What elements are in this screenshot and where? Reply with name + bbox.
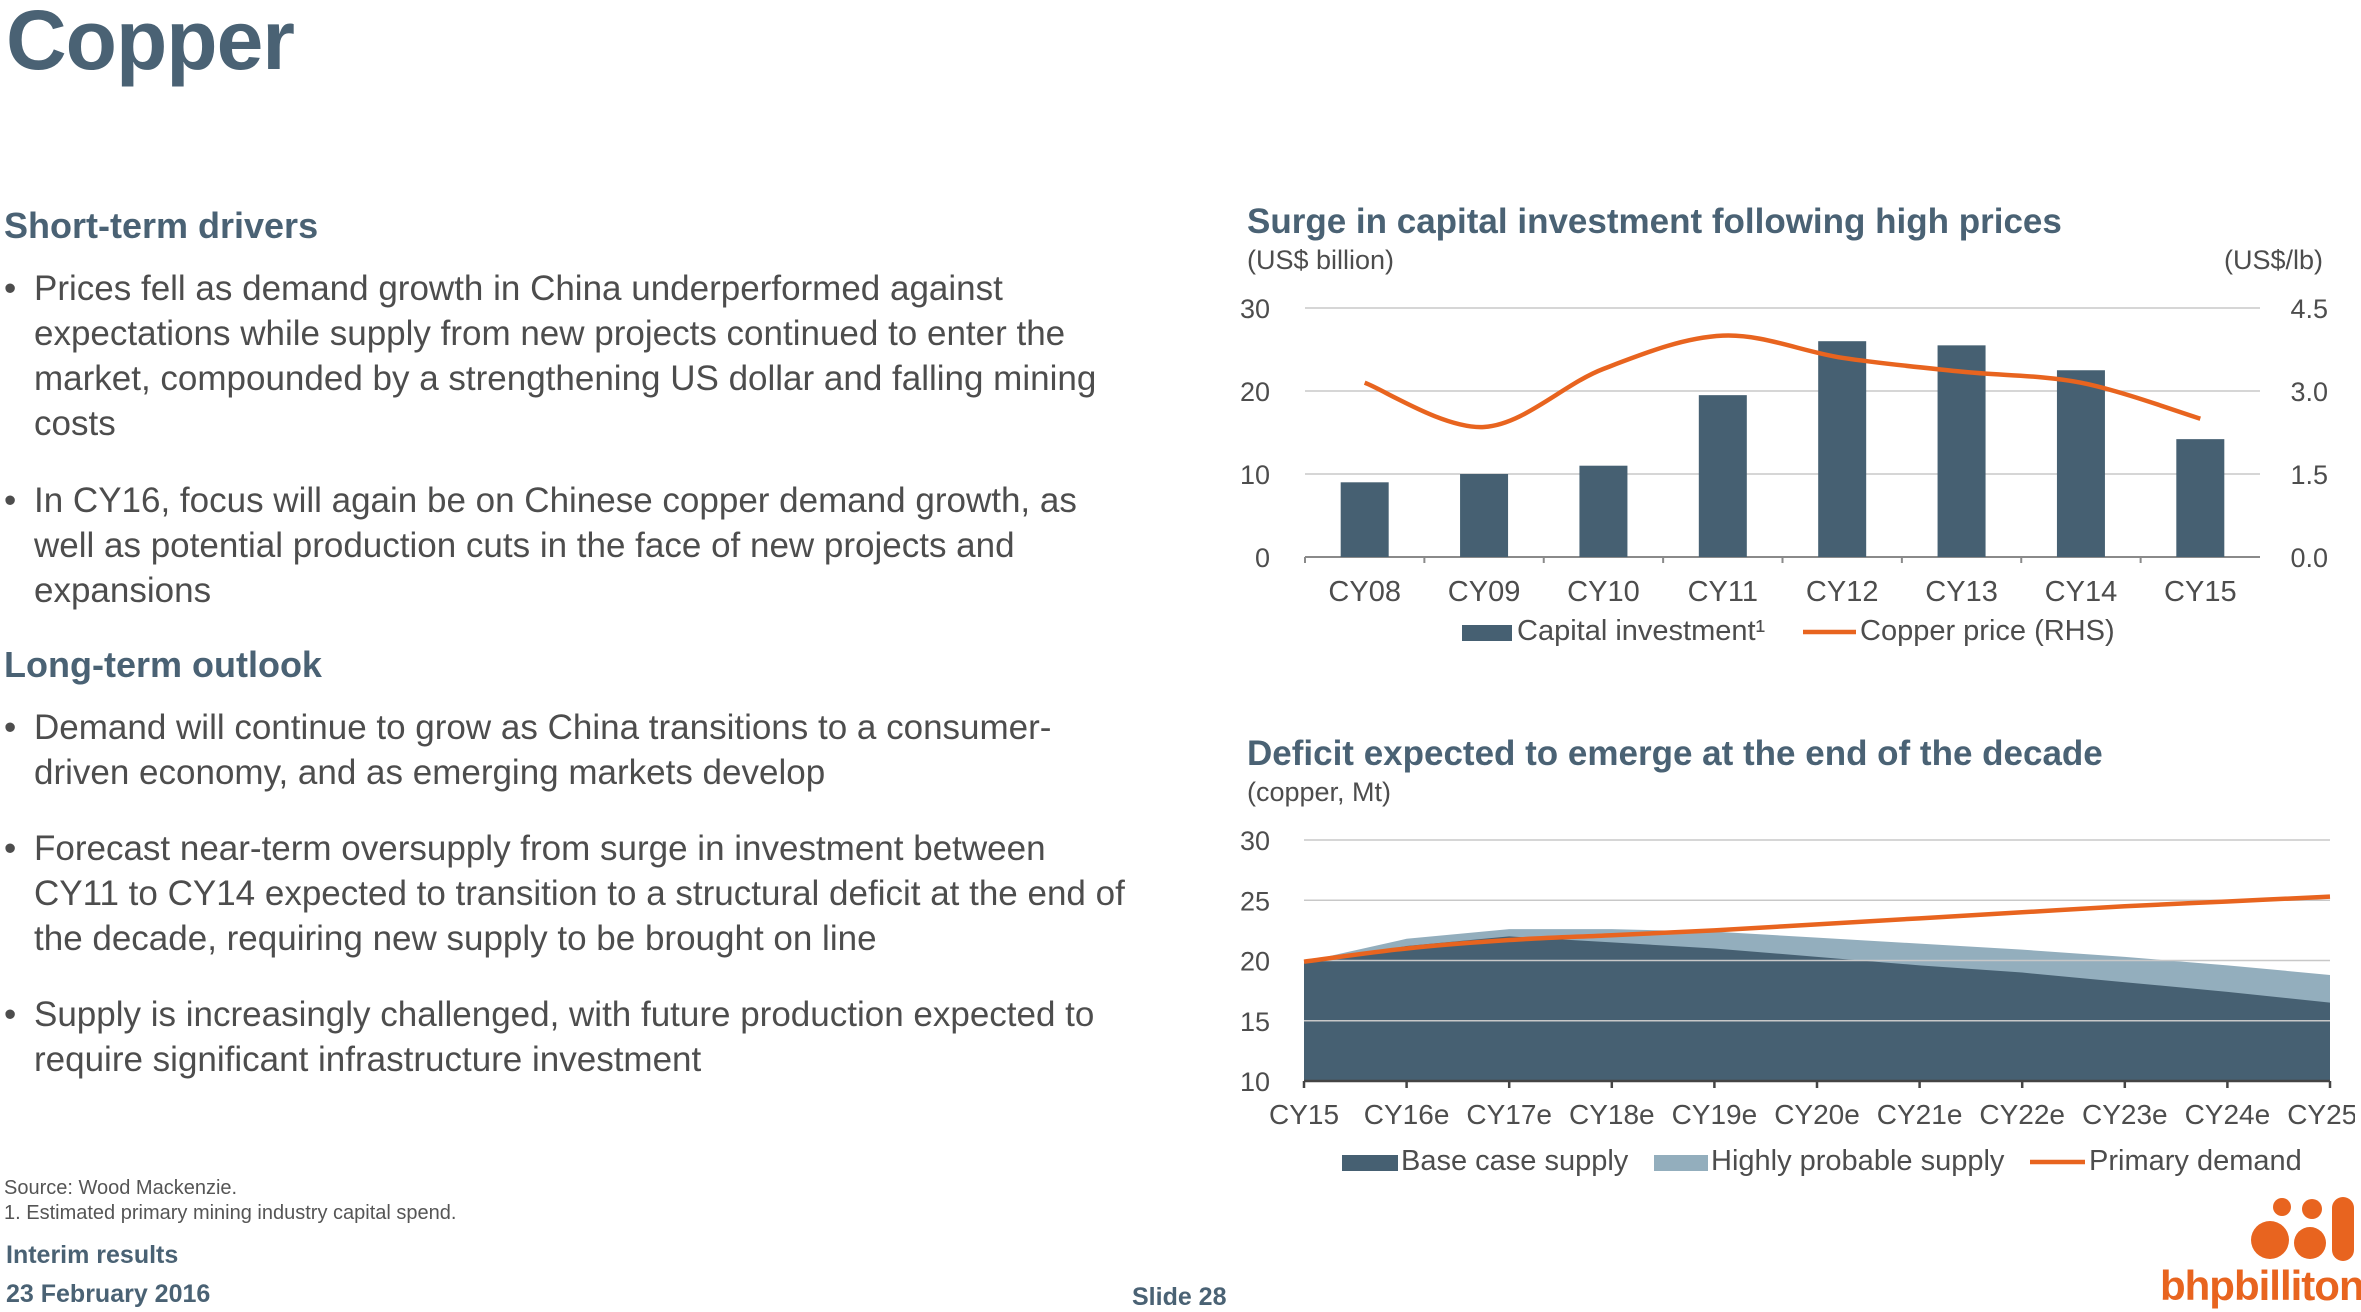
capital-investment-chart: 0 10 20 30 0.0 1.5 3.0 4.5 CY08 CY09 CY10 CY11 CY12 C… bbox=[1240, 294, 2328, 647]
copper-price-line bbox=[1363, 333, 2201, 430]
x-tick-label: CY12 bbox=[1806, 576, 1879, 608]
x-tick-label: CY23e bbox=[2082, 1099, 2168, 1130]
bullet-text: Prices fell as demand growth in China un… bbox=[34, 269, 1097, 443]
chart2-title: Deficit expected to emerge at the end of… bbox=[1247, 734, 2103, 773]
y-tick-label: 15 bbox=[1240, 1007, 1270, 1037]
bullet-dot: • bbox=[4, 708, 17, 747]
bullet-text: Demand will continue to grow as China tr… bbox=[34, 708, 1052, 792]
legend-label: Copper price (RHS) bbox=[1860, 615, 2115, 647]
bullet-dot: • bbox=[4, 829, 17, 868]
supply-demand-chart: 10 15 20 25 30 CY15 CY16e CY17e CY18e CY19e CY20e C… bbox=[1240, 826, 2355, 1177]
bar bbox=[2056, 370, 2105, 557]
y-tick-label-right: 4.5 bbox=[2290, 294, 2328, 324]
bullet-text: Supply is increasingly challenged, with … bbox=[34, 995, 1095, 1079]
chart2-unit: (copper, Mt) bbox=[1247, 777, 1392, 807]
x-tick-label: CY15 bbox=[1269, 1099, 1339, 1130]
legend-swatch-base bbox=[1342, 1155, 1398, 1171]
legend-label: Capital investment¹ bbox=[1517, 615, 1766, 647]
logo-text: bhpbilliton bbox=[2160, 1262, 2361, 1309]
x-tick-label: CY20e bbox=[1774, 1099, 1860, 1130]
footer-date: 23 February 2016 bbox=[6, 1280, 211, 1308]
y-tick-label-right: 0.0 bbox=[2290, 543, 2328, 573]
primary-demand-line bbox=[1303, 894, 2331, 964]
legend-label: Highly probable supply bbox=[1711, 1145, 2005, 1177]
logo-bar bbox=[2332, 1197, 2354, 1261]
bar bbox=[2176, 439, 2225, 557]
bullet-dot: • bbox=[4, 995, 17, 1034]
bullet-item: • Prices fell as demand growth in China … bbox=[4, 266, 1134, 446]
x-tick-label: CY16e bbox=[1364, 1099, 1450, 1130]
x-tick-label: CY21e bbox=[1877, 1099, 1963, 1130]
slide-title: Copper bbox=[6, 0, 295, 87]
y-tick-label-left: 20 bbox=[1240, 377, 1270, 407]
short-term-heading: Short-term drivers bbox=[4, 205, 319, 246]
x-tick-label: CY13 bbox=[1925, 576, 1998, 608]
bar bbox=[1340, 482, 1389, 557]
legend-label: Primary demand bbox=[2089, 1145, 2302, 1177]
x-tick-label: CY14 bbox=[2045, 576, 2118, 608]
bhp-logo-icon bbox=[2251, 1197, 2354, 1261]
bullet-item: • Supply is increasingly challenged, wit… bbox=[4, 992, 1134, 1082]
y-tick-label: 25 bbox=[1240, 886, 1270, 916]
bullet-item: • Forecast near-term oversupply from sur… bbox=[4, 826, 1134, 961]
chart1-left-unit: (US$ billion) bbox=[1247, 245, 1395, 275]
x-tick-label: CY09 bbox=[1448, 576, 1521, 608]
x-tick-label: CY15 bbox=[2164, 576, 2237, 608]
bar bbox=[1579, 465, 1628, 557]
bullet-text: In CY16, focus will again be on Chinese … bbox=[34, 481, 1077, 610]
legend-swatch-probable bbox=[1654, 1155, 1708, 1171]
footnote: 1. Estimated primary mining industry cap… bbox=[4, 1202, 457, 1224]
logo-blob bbox=[2294, 1227, 2326, 1259]
y-tick-label-left: 0 bbox=[1255, 543, 1270, 573]
slide-number: Slide 28 bbox=[1132, 1283, 1227, 1311]
bullet-text: Forecast near-term oversupply from surge… bbox=[34, 829, 1125, 958]
x-tick-label: CY18e bbox=[1569, 1099, 1655, 1130]
bullet-item: • Demand will continue to grow as China … bbox=[4, 705, 1134, 795]
x-tick-label: CY19e bbox=[1672, 1099, 1758, 1130]
x-tick-label: CY11 bbox=[1688, 576, 1758, 608]
chart1-title: Surge in capital investment following hi… bbox=[1247, 202, 2062, 241]
long-term-heading: Long-term outlook bbox=[4, 644, 322, 685]
bullet-item: • In CY16, focus will again be on Chines… bbox=[4, 478, 1134, 613]
legend-swatch-bar bbox=[1462, 625, 1512, 641]
y-tick-label-right: 3.0 bbox=[2290, 377, 2328, 407]
x-tick-label: CY24e bbox=[2185, 1099, 2271, 1130]
y-tick-label: 30 bbox=[1240, 826, 1270, 856]
source-note: Source: Wood Mackenzie. bbox=[4, 1177, 238, 1199]
footer-event: Interim results bbox=[6, 1241, 179, 1269]
chart1-right-unit: (US$/lb) bbox=[2224, 245, 2324, 275]
x-tick-label: CY10 bbox=[1567, 576, 1640, 608]
bar bbox=[1937, 345, 1986, 557]
x-tick-label: CY25e bbox=[2287, 1099, 2355, 1130]
x-tick-label: CY17e bbox=[1466, 1099, 1552, 1130]
bar bbox=[1460, 474, 1509, 557]
y-tick-label-left: 30 bbox=[1240, 294, 1270, 324]
bar bbox=[1818, 341, 1867, 557]
logo-blob bbox=[2251, 1221, 2289, 1259]
bullet-dot: • bbox=[4, 481, 17, 520]
legend-label: Base case supply bbox=[1401, 1145, 1629, 1177]
base-case-supply-area bbox=[1304, 936, 2330, 1081]
y-tick-label-left: 10 bbox=[1240, 460, 1270, 490]
x-tick-label: CY08 bbox=[1328, 576, 1401, 608]
y-tick-label-right: 1.5 bbox=[2290, 460, 2328, 490]
bar bbox=[1698, 395, 1747, 557]
logo-dot bbox=[2273, 1198, 2291, 1216]
bullet-dot: • bbox=[4, 269, 17, 308]
x-tick-label: CY22e bbox=[1979, 1099, 2065, 1130]
y-tick-label: 20 bbox=[1240, 947, 1270, 977]
logo-dot bbox=[2302, 1199, 2322, 1219]
y-tick-label: 10 bbox=[1240, 1067, 1270, 1097]
